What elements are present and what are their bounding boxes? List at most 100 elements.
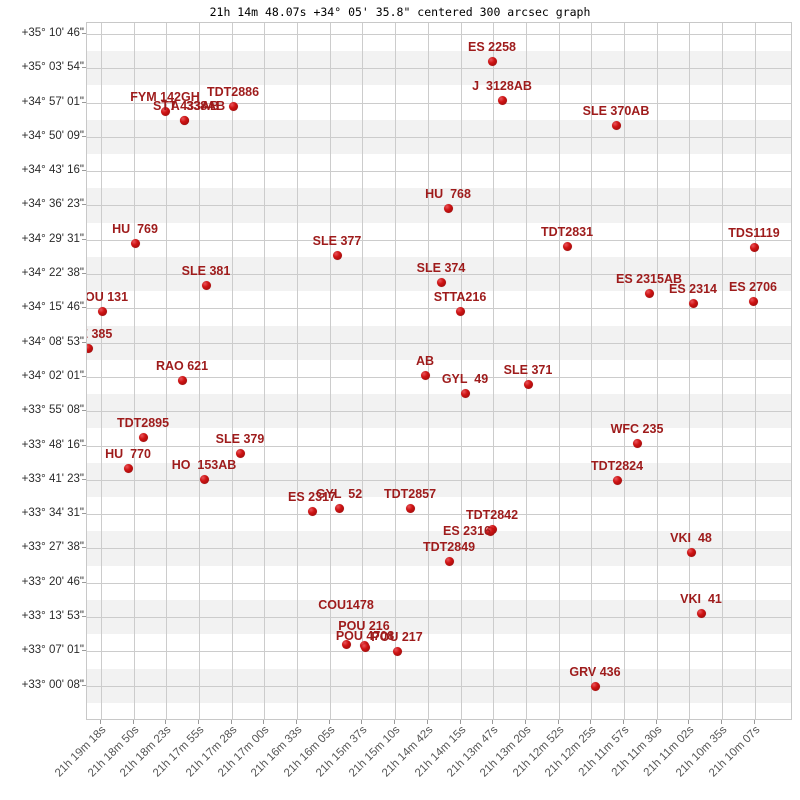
y-axis-tick-label: +34° 36' 23": [21, 198, 84, 211]
gridline-horizontal: [87, 308, 791, 309]
gridline-vertical: [362, 23, 363, 719]
y-axis-tick-mark: [82, 33, 86, 34]
star-marker[interactable]: [523, 379, 533, 389]
y-axis-tick-mark: [82, 67, 86, 69]
gridline-horizontal: [87, 343, 791, 344]
gridline-vertical: [101, 23, 102, 719]
y-axis-tick-mark: [82, 650, 86, 652]
star-marker[interactable]: [160, 106, 170, 116]
star-marker[interactable]: [228, 101, 238, 111]
x-axis-tick-mark: [459, 720, 461, 724]
x-axis-tick-mark: [524, 720, 526, 724]
star-marker[interactable]: [686, 547, 696, 557]
x-axis-tick-mark: [492, 720, 494, 724]
star-marker[interactable]: [177, 375, 187, 385]
star-marker[interactable]: [443, 203, 453, 213]
y-axis-tick-label: +35° 10' 46": [21, 27, 84, 39]
y-axis-tick-mark: [82, 410, 86, 412]
star-marker[interactable]: [688, 298, 698, 308]
star-marker[interactable]: [644, 288, 654, 298]
gridline-horizontal: [87, 617, 791, 618]
y-axis-tick-label: +34° 15' 46": [21, 301, 84, 314]
x-axis-tick-mark: [230, 720, 232, 724]
star-marker[interactable]: [405, 503, 415, 513]
y-axis-tick-label: +33° 00' 08": [21, 678, 84, 691]
star-marker[interactable]: [444, 556, 454, 566]
y-axis-tick-label: +34° 02' 01": [21, 369, 84, 382]
gridline-horizontal: [87, 446, 791, 447]
star-marker[interactable]: [748, 296, 758, 306]
gridline-horizontal: [87, 583, 791, 584]
star-marker[interactable]: [696, 608, 706, 618]
y-axis-tick-mark: [82, 273, 86, 275]
gridline-vertical: [493, 23, 494, 719]
star-marker[interactable]: [332, 250, 342, 260]
star-marker[interactable]: [487, 56, 497, 66]
gridline-vertical: [395, 23, 396, 719]
y-axis-tick-label: +34° 08' 53": [21, 335, 84, 348]
star-marker[interactable]: [179, 115, 189, 125]
x-axis-tick-mark: [328, 720, 330, 724]
star-marker[interactable]: [485, 526, 495, 536]
star-marker[interactable]: [138, 432, 148, 442]
gridline-vertical: [232, 23, 233, 719]
star-label: STTA216: [433, 290, 487, 304]
star-marker[interactable]: [611, 120, 621, 130]
x-axis-tick-mark: [590, 720, 592, 724]
star-marker[interactable]: [497, 95, 507, 105]
x-axis-tick-mark: [622, 720, 624, 724]
star-marker[interactable]: [97, 306, 107, 316]
gridline-horizontal: [87, 377, 791, 378]
gridline-horizontal: [87, 68, 791, 69]
star-marker[interactable]: [590, 681, 600, 691]
x-axis-tick-mark: [296, 720, 298, 724]
star-marker[interactable]: [130, 238, 140, 248]
star-marker[interactable]: [341, 639, 351, 649]
y-axis-tick-mark: [82, 616, 86, 618]
gridline-vertical: [134, 23, 135, 719]
y-axis-tick-mark: [82, 513, 86, 515]
star-label: COU 131: [86, 290, 129, 304]
gridline-vertical: [461, 23, 462, 719]
y-axis-tick-mark: [82, 341, 86, 343]
star-marker[interactable]: [455, 306, 465, 316]
plot-area[interactable]: ES 2258 J 3128AB SLE 370AB FYM 142GH STT 433…: [86, 22, 792, 720]
x-axis-tick-mark: [426, 720, 428, 724]
star-label: TDT2831: [540, 225, 594, 239]
y-axis-tick-mark: [82, 478, 86, 480]
star-marker[interactable]: [123, 463, 133, 473]
star-marker[interactable]: [307, 506, 317, 516]
gridline-horizontal: [87, 480, 791, 481]
star-marker[interactable]: [420, 370, 430, 380]
star-marker[interactable]: [334, 503, 344, 513]
star-marker[interactable]: [460, 388, 470, 398]
star-label: HU 769: [112, 222, 158, 236]
gridline-horizontal: [87, 171, 791, 172]
star-marker[interactable]: [199, 474, 209, 484]
y-axis-tick-label: +33° 41' 23": [21, 472, 84, 485]
gridline-vertical: [264, 23, 265, 719]
star-marker[interactable]: [436, 277, 446, 287]
gridline-vertical: [526, 23, 527, 719]
star-marker[interactable]: [201, 280, 211, 290]
star-marker[interactable]: [749, 242, 759, 252]
gridline-horizontal: [87, 240, 791, 241]
star-marker[interactable]: [562, 241, 572, 251]
star-marker[interactable]: [235, 448, 245, 458]
star-label: TDS1119: [728, 226, 780, 240]
gridline-vertical: [624, 23, 625, 719]
star-marker[interactable]: [632, 438, 642, 448]
row-band: [87, 119, 791, 155]
y-axis-tick-label: +33° 07' 01": [21, 644, 84, 657]
gridline-vertical: [722, 23, 723, 719]
y-axis-tick-mark: [82, 684, 86, 686]
star-marker[interactable]: [392, 646, 402, 656]
star-marker[interactable]: [360, 642, 370, 652]
y-axis-tick-label: +34° 22' 38": [21, 267, 84, 280]
gridline-vertical: [166, 23, 167, 719]
star-marker[interactable]: [612, 475, 622, 485]
star-marker[interactable]: [87, 343, 93, 353]
y-axis-tick-label: +33° 55' 08": [21, 404, 84, 417]
star-label: TDT2886: [206, 85, 260, 99]
